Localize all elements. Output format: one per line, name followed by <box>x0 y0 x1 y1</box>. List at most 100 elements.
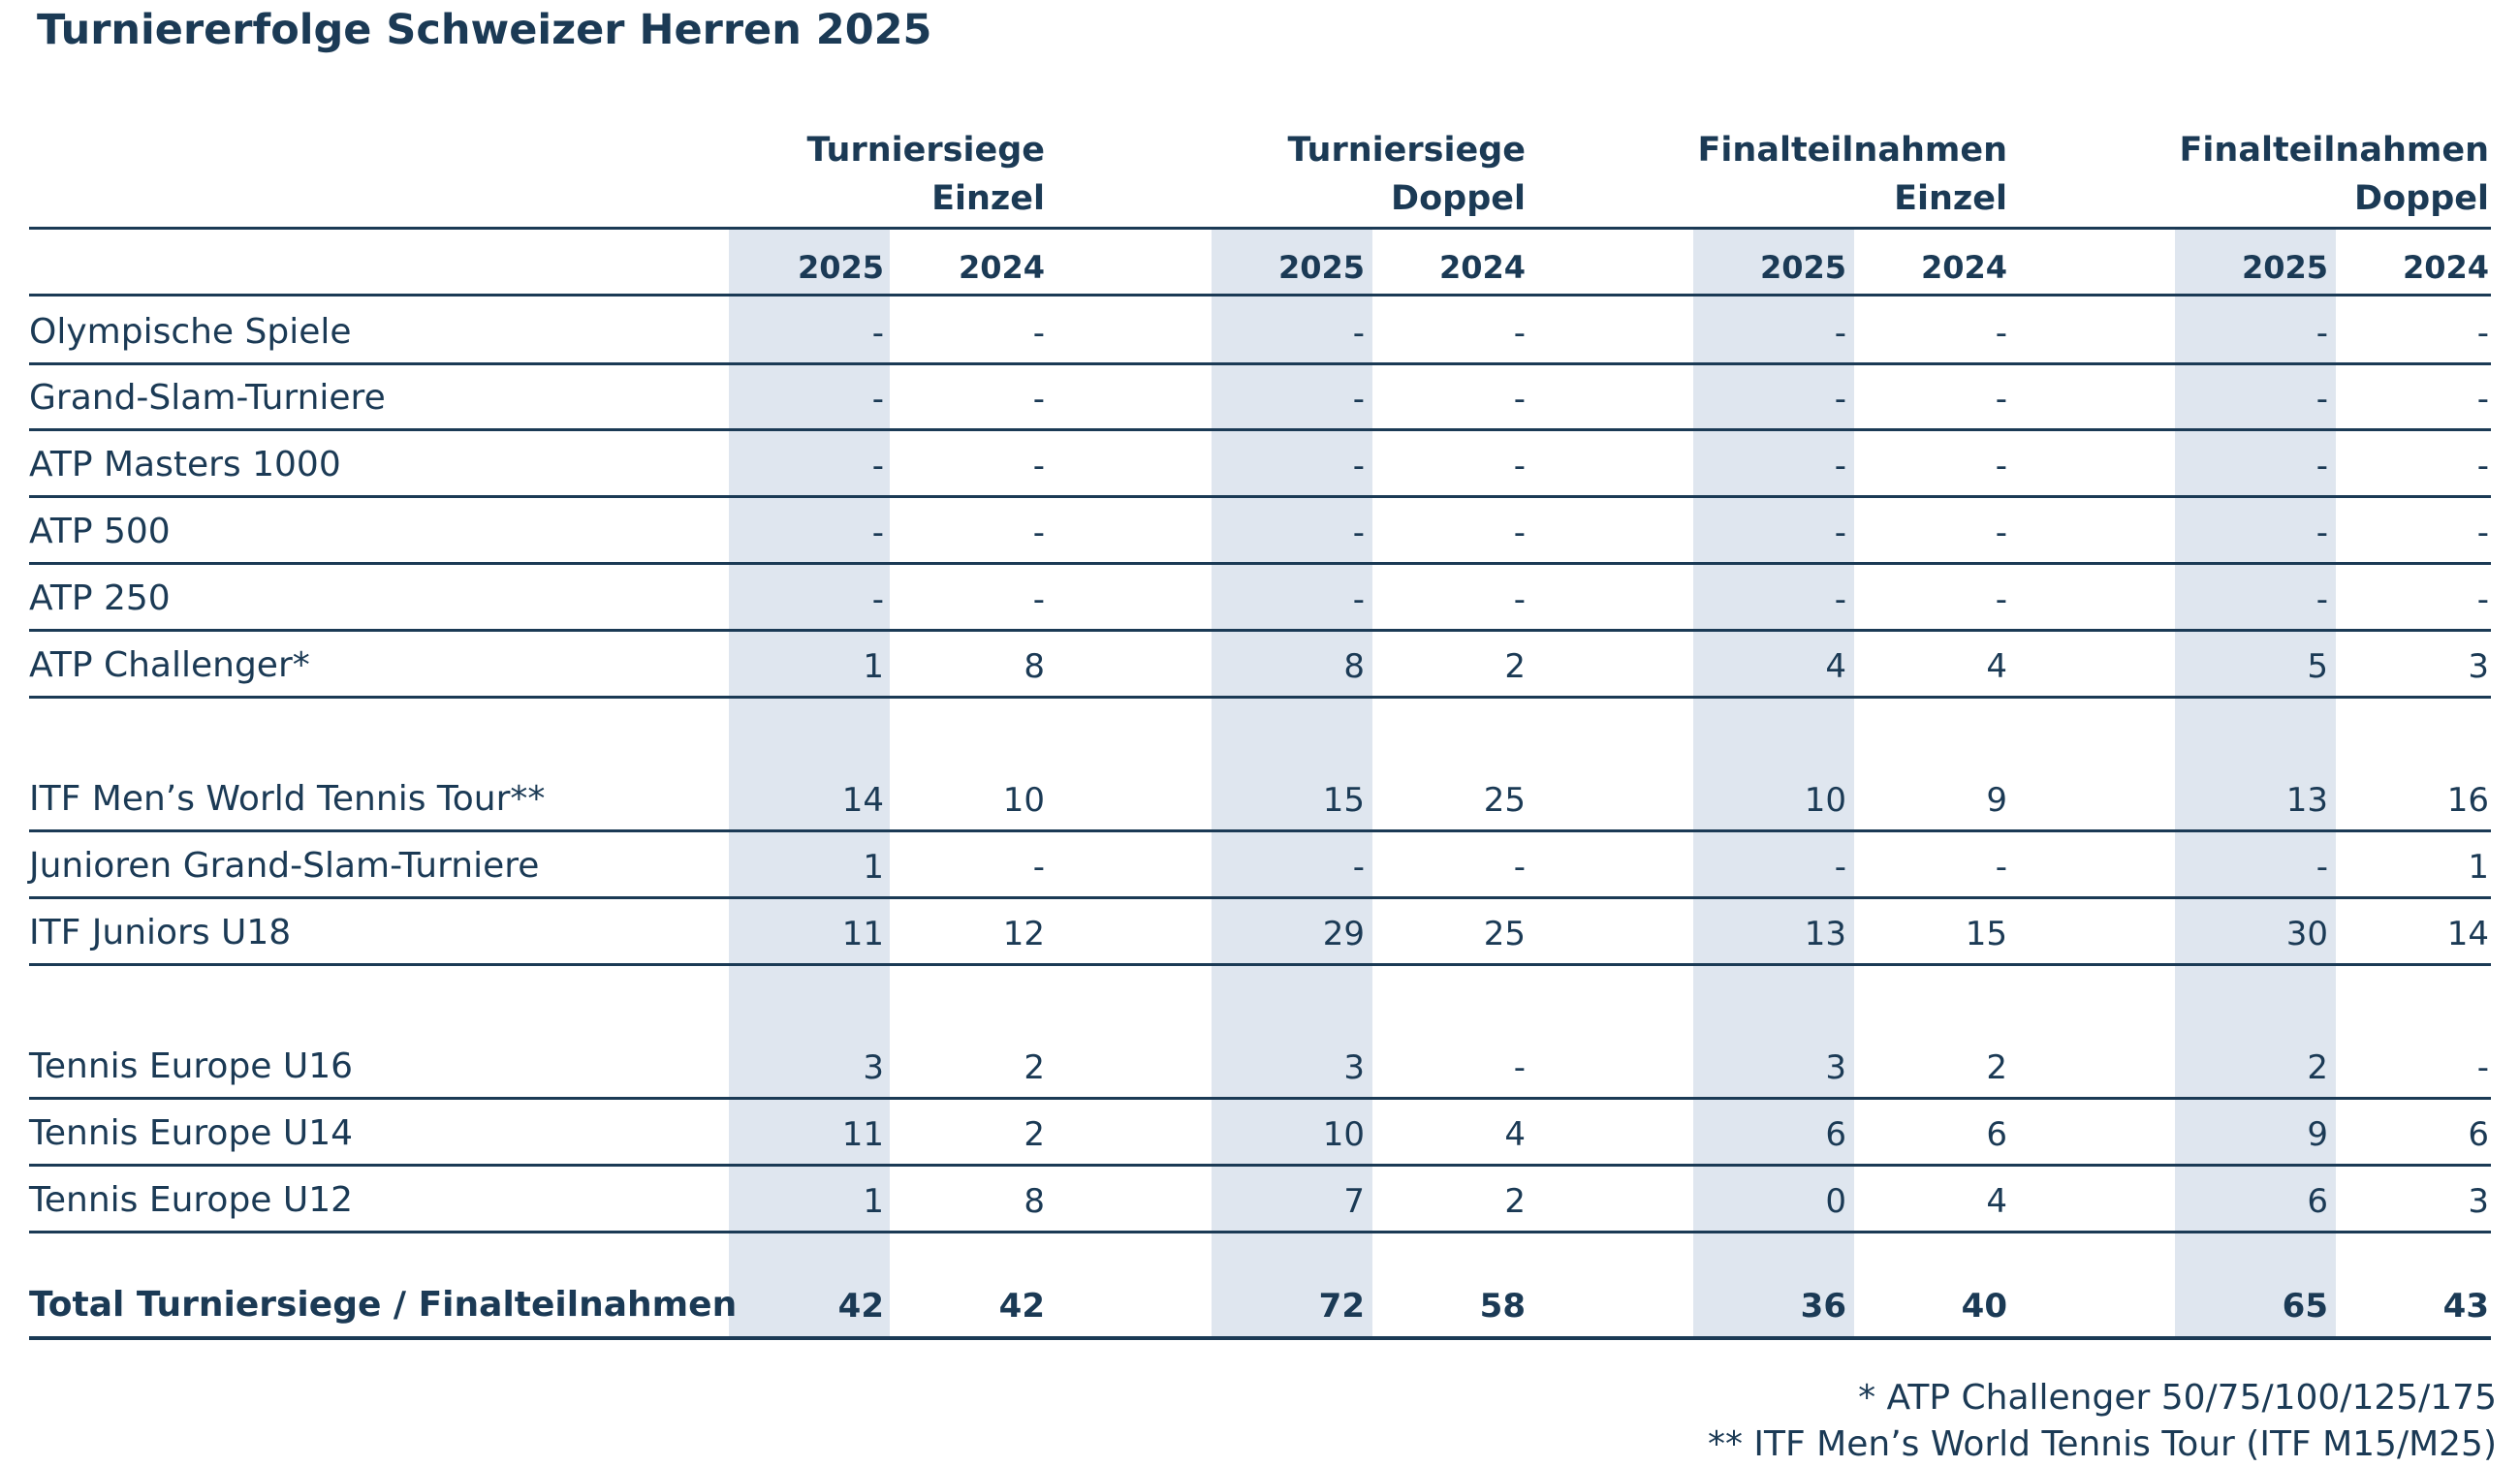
row-label: ATP Masters 1000 <box>29 445 341 484</box>
table-cell: - <box>871 580 884 619</box>
table-cell: 12 <box>1002 915 1045 953</box>
table-cell: - <box>2315 447 2328 485</box>
table-cell: - <box>1352 447 1365 485</box>
row-label: ATP Challenger* <box>29 645 310 685</box>
table-cell: 3 <box>863 1048 884 1087</box>
table-cell: - <box>1513 580 1526 619</box>
table-cell: - <box>1995 848 2007 887</box>
table-cell: 4 <box>1825 647 1846 686</box>
table-cell: - <box>1352 514 1365 552</box>
table-cell: - <box>1032 447 1045 485</box>
year-header: 2025 <box>1277 249 1365 286</box>
table-cell: - <box>1834 380 1846 419</box>
row-label: ITF Men’s World Tennis Tour** <box>29 779 546 819</box>
row-divider <box>29 829 2491 832</box>
row-label: Tennis Europe U14 <box>29 1113 354 1153</box>
table-cell: - <box>1834 314 1846 353</box>
column-band-2025 <box>729 229 890 1337</box>
table-cell: 0 <box>1825 1182 1846 1221</box>
table-cell: - <box>1513 314 1526 353</box>
row-divider <box>29 562 2491 565</box>
header-rule <box>29 227 2491 230</box>
group-header-line: Einzel <box>1894 179 2007 218</box>
table-cell: 9 <box>1986 781 2007 820</box>
table-cell: 25 <box>1483 781 1526 820</box>
table-cell: 15 <box>1322 781 1365 820</box>
row-divider <box>29 963 2491 966</box>
row-divider <box>29 1097 2491 1100</box>
group-header-line: Turniersiege <box>806 131 1045 170</box>
table-cell: - <box>1032 380 1045 419</box>
table-cell: 4 <box>1986 647 2007 686</box>
table-cell: - <box>1032 848 1045 887</box>
page-title: Turniererfolge Schweizer Herren 2025 <box>37 6 932 54</box>
table-cell: - <box>1513 848 1526 887</box>
table-cell: - <box>1032 514 1045 552</box>
table-cell: - <box>871 380 884 419</box>
total-rule <box>29 1336 2491 1340</box>
group-header-line: Finalteilnahmen <box>1697 131 2007 170</box>
table-cell: 10 <box>1804 781 1846 820</box>
group-header-line: Einzel <box>931 179 1045 218</box>
row-label: Tennis Europe U12 <box>29 1180 354 1220</box>
row-label: Grand-Slam-Turniere <box>29 378 386 418</box>
total-cell: 42 <box>998 1287 1045 1326</box>
table-cell: - <box>1352 848 1365 887</box>
table-cell: 15 <box>1965 915 2007 953</box>
table-cell: - <box>1513 447 1526 485</box>
table-cell: 3 <box>1825 1048 1846 1087</box>
table-cell: - <box>1995 514 2007 552</box>
table-cell: - <box>1995 380 2007 419</box>
row-divider <box>29 629 2491 632</box>
total-cell: 58 <box>1479 1287 1526 1326</box>
table-cell: 6 <box>2307 1182 2328 1221</box>
footnote: ** ITF Men’s World Tennis Tour (ITF M15/… <box>1707 1424 2497 1464</box>
row-divider <box>29 696 2491 699</box>
table-cell: - <box>2315 380 2328 419</box>
table-cell: 4 <box>1504 1115 1526 1154</box>
total-cell: 72 <box>1318 1287 1365 1326</box>
row-divider <box>29 1164 2491 1167</box>
group-header-line: Doppel <box>2354 179 2489 218</box>
table-cell: 4 <box>1986 1182 2007 1221</box>
group-header-line: Doppel <box>1391 179 1526 218</box>
table-cell: 2 <box>1504 647 1526 686</box>
total-cell: 42 <box>837 1287 884 1326</box>
row-label: Olympische Spiele <box>29 312 352 352</box>
table-cell: 8 <box>1024 1182 1045 1221</box>
table-cell: 7 <box>1343 1182 1365 1221</box>
table-cell: 2 <box>1024 1115 1045 1154</box>
table-cell: - <box>2476 380 2489 419</box>
table-cell: 14 <box>841 781 884 820</box>
table-cell: - <box>1995 580 2007 619</box>
table-cell: 25 <box>1483 915 1526 953</box>
total-cell: 43 <box>2442 1287 2489 1326</box>
table-cell: 16 <box>2446 781 2489 820</box>
year-header: 2024 <box>1438 249 1526 286</box>
table-cell: 9 <box>2307 1115 2328 1154</box>
row-label: Junioren Grand-Slam-Turniere <box>29 846 540 886</box>
year-header: 2024 <box>1920 249 2007 286</box>
table-cell: 1 <box>863 848 884 887</box>
table-cell: - <box>2476 447 2489 485</box>
group-header-line: Turniersiege <box>1287 131 1526 170</box>
table-cell: - <box>1995 314 2007 353</box>
group-header: Finalteilnahmen Einzel <box>1698 126 2007 223</box>
total-cell: 36 <box>1800 1287 1846 1326</box>
table-cell: 29 <box>1322 915 1365 953</box>
total-label: Total Turniersiege / Finalteilnahmen <box>29 1285 738 1325</box>
table-cell: 11 <box>841 1115 884 1154</box>
table-cell: 1 <box>863 647 884 686</box>
row-label: ITF Juniors U18 <box>29 913 292 952</box>
row-divider <box>29 896 2491 899</box>
table-cell: - <box>1032 580 1045 619</box>
table-cell: - <box>2315 848 2328 887</box>
total-cell: 65 <box>2282 1287 2328 1326</box>
row-label: ATP 500 <box>29 512 171 551</box>
table-cell: - <box>1995 447 2007 485</box>
group-header-line: Finalteilnahmen <box>2179 131 2489 170</box>
group-header: Turniersiege Doppel <box>1288 126 1526 223</box>
table-cell: 10 <box>1002 781 1045 820</box>
table-cell: 11 <box>841 915 884 953</box>
